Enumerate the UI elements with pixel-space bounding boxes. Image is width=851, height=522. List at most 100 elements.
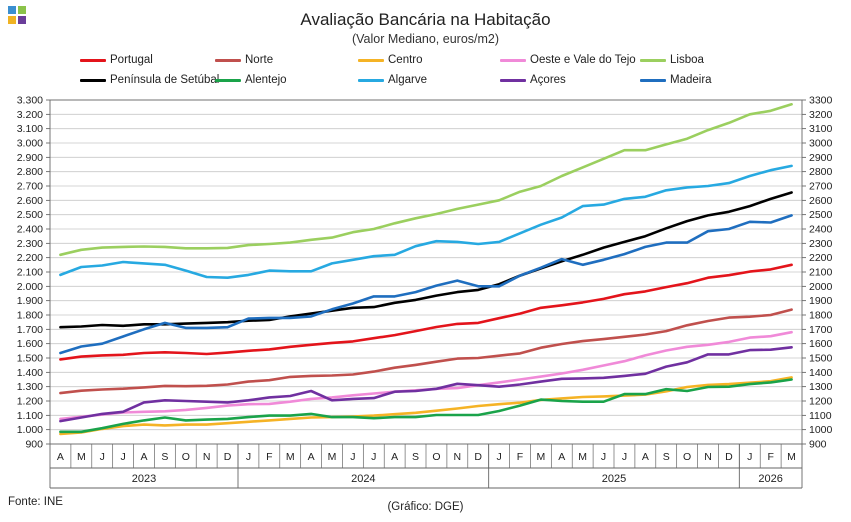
y-tick-label-right: 2700 [809,181,833,193]
legend-swatch [640,79,666,82]
x-tick-label: A [558,451,565,463]
y-tick-label-right: 2100 [809,267,833,279]
y-tick-label-left: 2.300 [17,238,43,250]
y-tick-label-left: 2.000 [17,281,43,293]
logo-square-3 [8,16,16,24]
x-tick-label: A [140,451,147,463]
x-tick-label: M [77,451,86,463]
x-tick-label: J [496,451,501,463]
y-tick-label-right: 3200 [809,109,833,121]
legend-swatch [358,79,384,82]
y-tick-label-right: 2500 [809,209,833,221]
y-tick-label-right: 1700 [809,324,833,336]
y-tick-label-right: 2300 [809,238,833,250]
legend-label: Madeira [670,74,712,86]
y-tick-label-right: 900 [809,439,827,451]
x-tick-label: M [328,451,337,463]
legend-swatch [640,59,666,62]
series-line [59,378,793,434]
x-tick-label: D [725,451,733,463]
y-tick-label-right: 2200 [809,252,833,264]
y-tick-label-right: 3300 [809,95,833,107]
x-tick-label: O [182,451,190,463]
x-tick-label: M [286,451,295,463]
x-tick-label: J [100,451,105,463]
legend-swatch [80,59,106,62]
legend-label: Oeste e Vale do Tejo [530,54,636,66]
y-tick-label-left: 1.800 [17,310,43,322]
chart-title: Avaliação Bancária na Habitação [300,10,551,29]
y-tick-label-left: 2.900 [17,152,43,164]
x-tick-label: M [787,451,796,463]
series-line [59,103,793,257]
y-tick-label-right: 2800 [809,166,833,178]
y-tick-label-right: 1000 [809,424,833,436]
y-tick-label-right: 1400 [809,367,833,379]
legend-label: Lisboa [670,54,704,66]
y-tick-label-left: 2.600 [17,195,43,207]
y-tick-label-right: 2600 [809,195,833,207]
legend-label: Centro [388,54,423,66]
x-year-label: 2025 [602,473,626,485]
y-tick-label-left: 1.500 [17,353,43,365]
logo-square-1 [8,6,16,14]
x-tick-label: N [203,451,211,463]
x-year-label: 2024 [351,473,375,485]
y-tick-label-left: 3.200 [17,109,43,121]
series-line [59,164,793,279]
source-note: Fonte: INE [8,496,63,508]
x-year-label: 2023 [132,473,156,485]
y-tick-label-left: 2.400 [17,224,43,236]
y-tick-label-left: 2.700 [17,181,43,193]
x-tick-label: A [642,451,649,463]
x-tick-label: J [601,451,606,463]
y-tick-label-left: 1.900 [17,295,43,307]
y-tick-label-left: 1.000 [17,424,43,436]
y-tick-label-left: 900 [25,439,43,451]
x-tick-label: N [454,451,462,463]
legend-swatch [500,79,526,82]
x-tick-label: J [747,451,752,463]
chart-subtitle: (Valor Mediano, euros/m2) [351,32,500,46]
legend-swatch [500,59,526,62]
x-tick-label: J [350,451,355,463]
x-tick-label: S [412,451,419,463]
x-tick-label: O [683,451,691,463]
legend-swatch [215,59,241,62]
x-tick-label: J [622,451,627,463]
x-tick-label: F [517,451,523,463]
x-tick-label: A [308,451,315,463]
x-tick-label: F [266,451,272,463]
legend-label: Península de Setúbal [110,74,220,86]
y-tick-label-right: 1800 [809,310,833,322]
legend-label: Algarve [388,74,427,86]
chart-credit: (Gráfico: DGE) [387,501,464,513]
y-tick-label-right: 1300 [809,381,833,393]
y-tick-label-right: 1500 [809,353,833,365]
x-tick-label: F [767,451,773,463]
x-tick-label: S [663,451,670,463]
legend-label: Açores [530,74,566,86]
x-tick-label: A [391,451,398,463]
legend-label: Portugal [110,54,153,66]
y-tick-label-left: 2.800 [17,166,43,178]
logo-square-4 [18,16,26,24]
x-tick-label: J [120,451,125,463]
y-tick-label-right: 3000 [809,138,833,150]
series-line [59,214,793,355]
y-tick-label-left: 2.500 [17,209,43,221]
y-tick-label-right: 1600 [809,338,833,350]
y-tick-label-left: 3.100 [17,123,43,135]
y-tick-label-left: 2.200 [17,252,43,264]
x-tick-label: M [578,451,587,463]
legend-swatch [215,79,241,82]
y-tick-label-left: 1.400 [17,367,43,379]
legend-label: Alentejo [245,74,287,86]
y-tick-label-left: 2.100 [17,267,43,279]
x-tick-label: J [246,451,251,463]
logo-square-2 [18,6,26,14]
series-line [59,263,793,361]
y-tick-label-left: 1.100 [17,410,43,422]
x-tick-label: D [474,451,482,463]
